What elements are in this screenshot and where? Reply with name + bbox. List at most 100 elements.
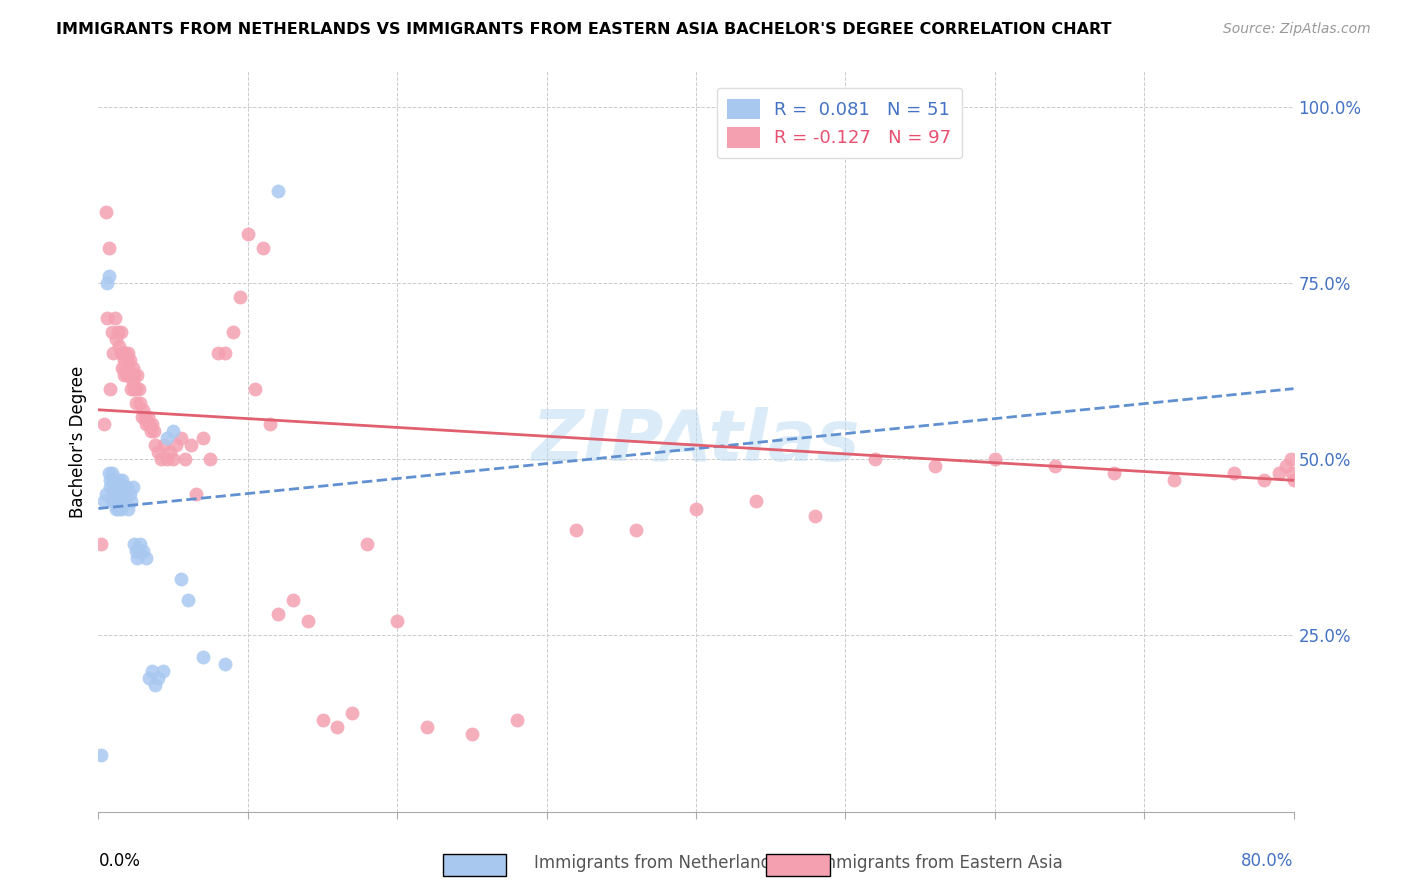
Point <box>152 664 174 678</box>
Point <box>207 346 229 360</box>
Point <box>356 537 378 551</box>
Point <box>124 368 146 382</box>
Point <box>1279 452 1302 467</box>
Point <box>125 382 148 396</box>
Point <box>103 473 125 487</box>
Point <box>191 431 214 445</box>
Point <box>200 452 222 467</box>
Point <box>745 494 768 508</box>
Point <box>180 438 202 452</box>
Point <box>105 487 128 501</box>
Point <box>214 346 236 360</box>
Point <box>115 353 138 368</box>
Point <box>97 467 120 481</box>
Point <box>156 431 179 445</box>
Point <box>191 649 214 664</box>
Point <box>103 487 125 501</box>
Point <box>804 508 827 523</box>
Point <box>281 593 304 607</box>
Point <box>117 501 139 516</box>
Point <box>865 452 887 467</box>
Point <box>138 671 160 685</box>
Point <box>169 431 191 445</box>
Point <box>132 402 155 417</box>
Point <box>94 205 117 219</box>
Point <box>108 473 131 487</box>
Point <box>162 424 184 438</box>
Point <box>125 544 148 558</box>
Point <box>112 353 135 368</box>
Point <box>112 368 135 382</box>
Point <box>128 544 150 558</box>
Point <box>96 276 118 290</box>
Point <box>118 487 141 501</box>
Legend: R =  0.081   N = 51, R = -0.127   N = 97: R = 0.081 N = 51, R = -0.127 N = 97 <box>717 87 962 159</box>
Point <box>924 459 946 474</box>
Point <box>101 325 124 339</box>
Point <box>105 332 128 346</box>
Point <box>626 523 648 537</box>
Point <box>565 523 588 537</box>
Point <box>111 346 134 360</box>
Point <box>112 487 135 501</box>
Point <box>311 713 333 727</box>
Point <box>150 452 173 467</box>
Point <box>236 227 259 241</box>
Point <box>124 537 146 551</box>
Point <box>121 360 143 375</box>
Point <box>115 368 138 382</box>
Point <box>120 494 142 508</box>
Point <box>1253 473 1275 487</box>
Point <box>111 494 134 508</box>
Point <box>110 480 132 494</box>
Point <box>111 360 134 375</box>
Point <box>97 241 120 255</box>
Point <box>461 727 484 741</box>
Text: IMMIGRANTS FROM NETHERLANDS VS IMMIGRANTS FROM EASTERN ASIA BACHELOR'S DEGREE CO: IMMIGRANTS FROM NETHERLANDS VS IMMIGRANT… <box>56 22 1112 37</box>
Point <box>1267 467 1289 481</box>
Point <box>1275 459 1298 474</box>
Point <box>139 424 162 438</box>
Point <box>506 713 529 727</box>
Point <box>107 501 129 516</box>
Point <box>107 325 129 339</box>
Point <box>1282 473 1305 487</box>
Point <box>214 657 236 671</box>
Point <box>108 494 131 508</box>
Point <box>104 480 127 494</box>
Text: Immigrants from Eastern Asia: Immigrants from Eastern Asia <box>815 855 1063 872</box>
Point <box>132 544 155 558</box>
Point <box>267 184 290 198</box>
Point <box>127 368 149 382</box>
Point <box>120 368 142 382</box>
Point <box>120 382 142 396</box>
Point <box>107 480 129 494</box>
Point <box>267 607 290 622</box>
Point <box>143 678 166 692</box>
Point <box>90 537 112 551</box>
Point <box>110 501 132 516</box>
Point <box>1104 467 1126 481</box>
Point <box>129 396 152 410</box>
Point <box>101 494 124 508</box>
Point <box>114 346 136 360</box>
Point <box>134 409 156 424</box>
Point <box>148 671 170 685</box>
Point <box>141 417 163 431</box>
Point <box>229 290 252 304</box>
Point <box>153 438 176 452</box>
Point <box>159 445 181 459</box>
Point <box>342 706 364 720</box>
Point <box>103 346 125 360</box>
Point <box>135 550 157 565</box>
Point <box>128 382 150 396</box>
Point <box>131 409 153 424</box>
Point <box>125 396 148 410</box>
Point <box>108 339 131 353</box>
Point <box>326 720 349 734</box>
Point <box>177 593 200 607</box>
Point <box>685 501 707 516</box>
Point <box>114 360 136 375</box>
Point <box>101 467 124 481</box>
Point <box>117 360 139 375</box>
